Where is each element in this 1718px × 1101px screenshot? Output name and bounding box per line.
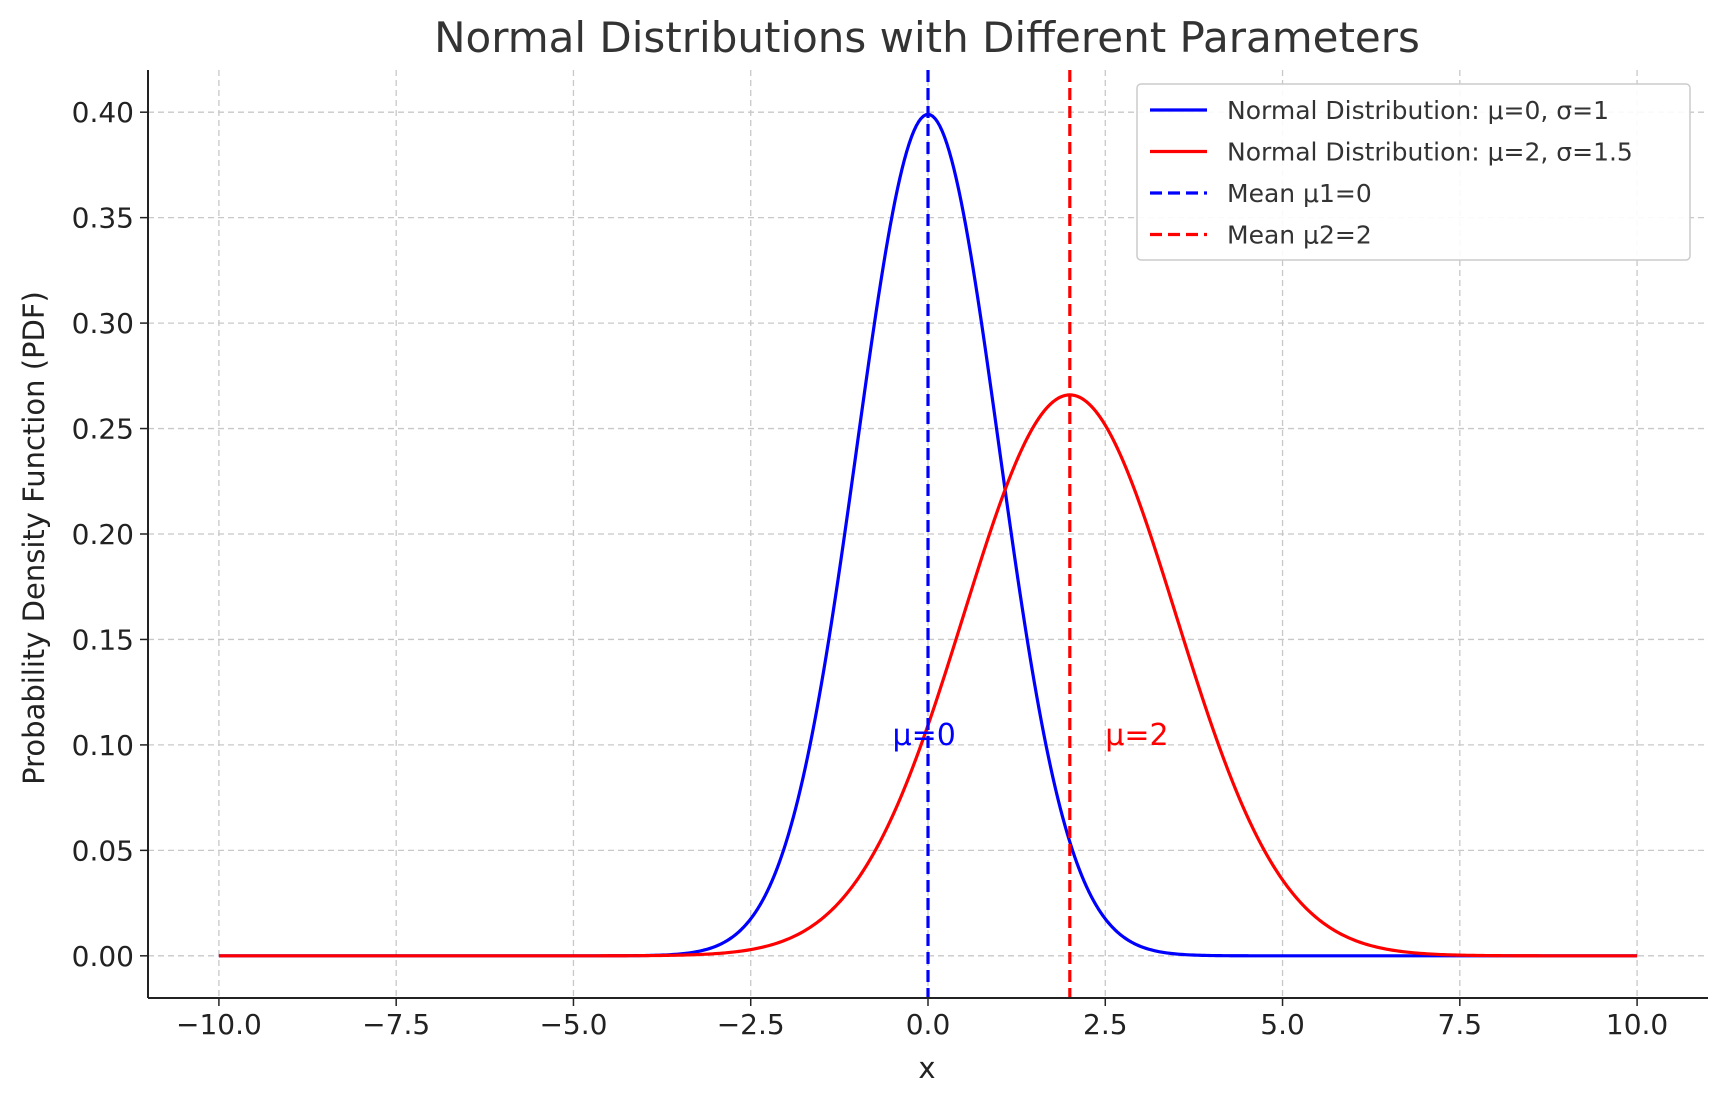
x-tick-label: 7.5 [1438,1008,1483,1041]
x-tick-label: −2.5 [717,1008,785,1041]
legend: Normal Distribution: μ=0, σ=1 Normal Dist… [1136,83,1691,261]
y-tick-label: 0.10 [72,729,134,762]
y-tick-label: 0.30 [72,307,134,340]
y-tick-label: 0.15 [72,623,134,656]
x-tick-label: 5.0 [1260,1008,1305,1041]
legend-entry-3: Mean μ2=2 [1227,221,1372,250]
y-tick-label: 0.05 [72,834,134,867]
x-tick-label: −5.0 [539,1008,607,1041]
chart-title: Normal Distributions with Different Para… [434,13,1420,62]
legend-entry-1: Normal Distribution: μ=2, σ=1.5 [1227,138,1633,167]
legend-box [1136,83,1691,261]
x-tick-label: 2.5 [1083,1008,1128,1041]
legend-entry-0: Normal Distribution: μ=0, σ=1 [1227,96,1609,125]
tick-labels: −10.0 −7.5 −5.0 −2.5 0.0 2.5 5.0 7.5 10.0 0.00 0.0… [72,96,1669,1041]
x-tick-label: −7.5 [362,1008,430,1041]
y-tick-label: 0.35 [72,202,134,235]
x-tick-label: 0.0 [906,1008,951,1041]
x-axis-label: x [918,1051,935,1085]
x-tick-label: 10.0 [1606,1008,1668,1041]
x-tick-label: −10.0 [176,1008,262,1041]
annotations: μ=0 μ=2 [893,718,1169,753]
y-tick-label: 0.00 [72,940,134,973]
y-tick-label: 0.40 [72,96,134,129]
y-axis-label: Probability Density Function (PDF) [17,291,51,785]
annotation-label-1: μ=2 [1105,718,1168,753]
plot-area [218,70,1638,998]
annotation-label-0: μ=0 [893,718,956,753]
legend-entry-2: Mean μ1=0 [1227,179,1372,208]
axes [140,70,1708,1006]
y-tick-label: 0.20 [72,518,134,551]
y-tick-label: 0.25 [72,413,134,446]
